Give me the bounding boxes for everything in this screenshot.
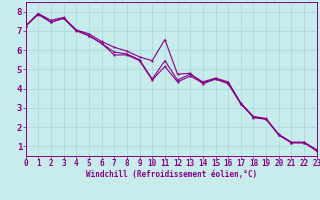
X-axis label: Windchill (Refroidissement éolien,°C): Windchill (Refroidissement éolien,°C) — [86, 170, 257, 179]
